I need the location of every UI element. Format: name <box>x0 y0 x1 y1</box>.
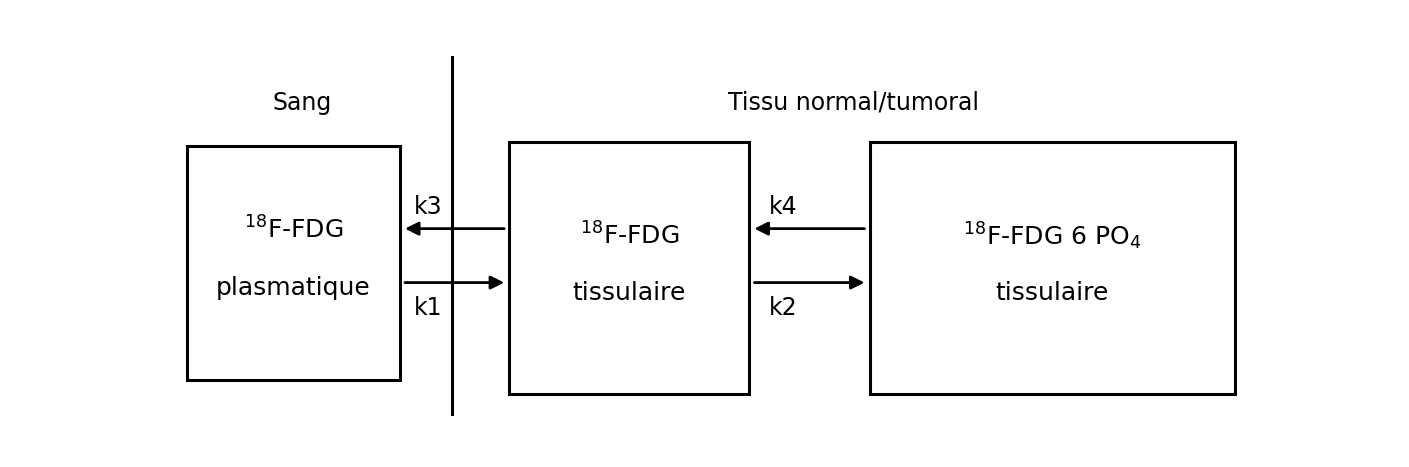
Text: Tissu normal/tumoral: Tissu normal/tumoral <box>727 91 979 115</box>
Text: k2: k2 <box>769 296 797 320</box>
Text: $^{18}$F-FDG: $^{18}$F-FDG <box>579 222 679 249</box>
FancyBboxPatch shape <box>869 142 1236 394</box>
Text: tissulaire: tissulaire <box>572 282 686 305</box>
Text: plasmatique: plasmatique <box>216 276 371 300</box>
Text: tissulaire: tissulaire <box>996 282 1109 305</box>
FancyBboxPatch shape <box>509 142 750 394</box>
Text: $^{18}$F-FDG: $^{18}$F-FDG <box>244 217 344 244</box>
FancyBboxPatch shape <box>187 146 400 380</box>
Text: Sang: Sang <box>272 91 331 115</box>
Text: k4: k4 <box>769 195 797 219</box>
Text: k1: k1 <box>414 296 442 320</box>
Text: k3: k3 <box>414 195 442 219</box>
Text: $^{18}$F-FDG 6 PO$_4$: $^{18}$F-FDG 6 PO$_4$ <box>964 220 1141 252</box>
